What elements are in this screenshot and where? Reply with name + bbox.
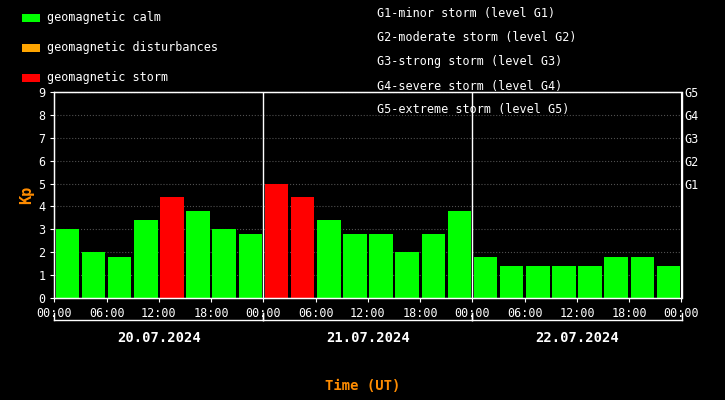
Text: Time (UT): Time (UT)	[325, 379, 400, 393]
Bar	[317, 220, 341, 298]
Text: geomagnetic disturbances: geomagnetic disturbances	[47, 42, 218, 54]
Bar	[291, 197, 315, 298]
Bar	[605, 257, 628, 298]
Bar	[239, 234, 262, 298]
Bar	[500, 266, 523, 298]
Text: G5-extreme storm (level G5): G5-extreme storm (level G5)	[377, 104, 569, 116]
Bar	[343, 234, 367, 298]
Text: G1-minor storm (level G1): G1-minor storm (level G1)	[377, 8, 555, 20]
Bar	[369, 234, 393, 298]
Y-axis label: Kp: Kp	[19, 186, 34, 204]
Bar	[212, 229, 236, 298]
Bar	[526, 266, 550, 298]
Bar	[56, 229, 79, 298]
Bar	[579, 266, 602, 298]
Bar	[82, 252, 105, 298]
Bar	[395, 252, 419, 298]
Bar	[447, 211, 471, 298]
Text: 22.07.2024: 22.07.2024	[535, 331, 619, 345]
Bar	[421, 234, 445, 298]
Bar	[552, 266, 576, 298]
Bar	[134, 220, 157, 298]
Text: geomagnetic storm: geomagnetic storm	[47, 72, 168, 84]
Text: G4-severe storm (level G4): G4-severe storm (level G4)	[377, 80, 563, 92]
Bar	[473, 257, 497, 298]
Bar	[631, 257, 654, 298]
Bar	[108, 257, 131, 298]
Text: geomagnetic calm: geomagnetic calm	[47, 12, 161, 24]
Text: G2-moderate storm (level G2): G2-moderate storm (level G2)	[377, 32, 576, 44]
Text: 20.07.2024: 20.07.2024	[117, 331, 201, 345]
Text: 21.07.2024: 21.07.2024	[326, 331, 410, 345]
Text: G3-strong storm (level G3): G3-strong storm (level G3)	[377, 56, 563, 68]
Bar	[657, 266, 680, 298]
Bar	[160, 197, 183, 298]
Bar	[186, 211, 210, 298]
Bar	[265, 184, 289, 298]
